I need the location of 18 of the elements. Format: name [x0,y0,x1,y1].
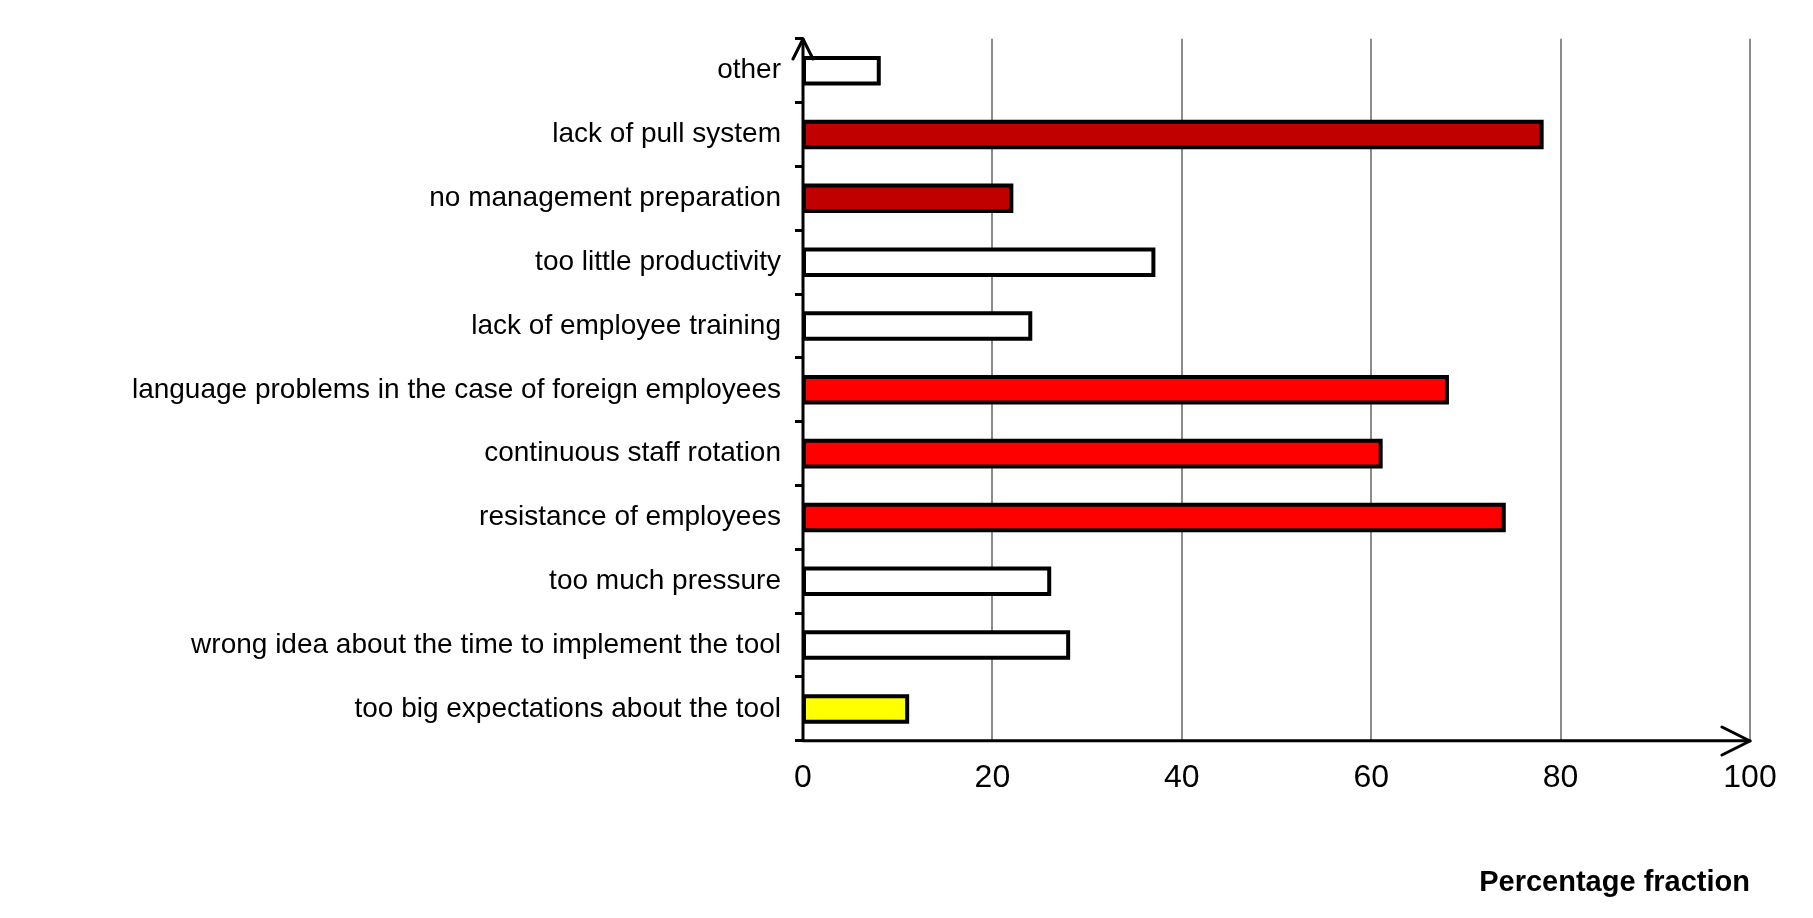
x-tick-label: 20 [974,757,1011,794]
y-tick-label: lack of employee training [471,308,781,340]
y-tick-label: language problems in the case of foreign employees [131,372,781,404]
y-tick-label: resistance of employees [479,500,781,532]
x-tick-label: 0 [794,757,812,794]
x-tick-label: 100 [1723,757,1777,794]
y-tick-label: other [717,53,781,85]
y-tick-label: continuous staff rotation [484,436,781,468]
x-tick-label: 40 [1164,757,1200,794]
x-tick-label: 80 [1542,757,1579,794]
y-tick-label: too much pressure [549,563,781,595]
y-tick-label: lack of pull system [552,117,781,149]
y-tick-label: too big expectations about the tool [354,691,781,723]
x-tick-label: 60 [1353,757,1389,794]
y-tick-label: no management preparation [429,181,781,213]
y-tick-label: wrong idea about the time to implement the tool [190,627,781,659]
x-axis-title: Percentage fraction [1479,864,1750,897]
y-tick-label: too little productivity [535,244,781,276]
